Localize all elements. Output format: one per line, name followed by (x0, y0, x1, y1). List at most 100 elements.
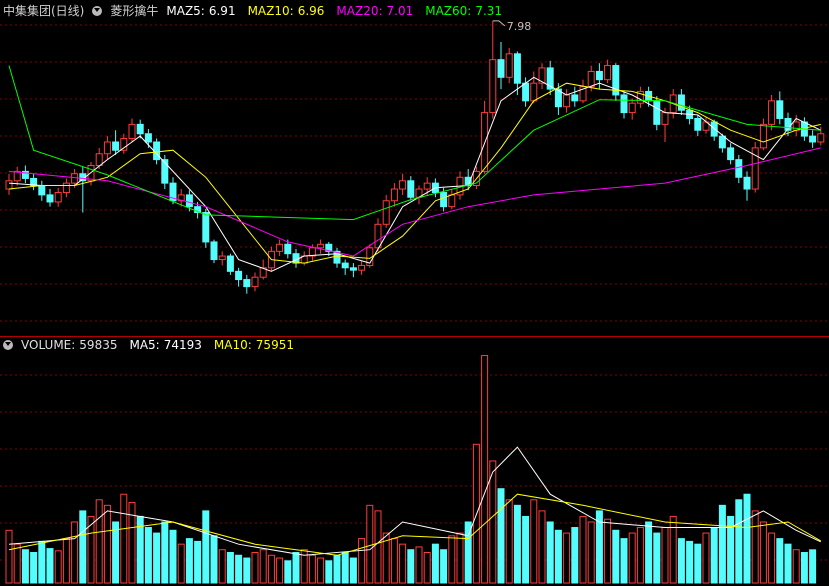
volume-bar (210, 535, 218, 584)
candle-body (21, 170, 29, 179)
indicator-name[interactable]: 菱形擒牛 (110, 4, 159, 18)
volume-bar (579, 515, 587, 584)
legend-entry: MA10: 75951 (214, 338, 298, 352)
candle-body (251, 276, 259, 288)
volume-bar (267, 554, 275, 584)
volume-bar (284, 560, 292, 584)
menu-icon[interactable] (92, 5, 103, 16)
candle-body (390, 188, 398, 202)
volume-bar (620, 538, 628, 584)
candle-body (226, 255, 234, 272)
legend-label: MA10: (213, 338, 252, 352)
volume-bar (710, 527, 718, 584)
volume-bar (243, 557, 251, 584)
candle-body (284, 243, 292, 255)
ma-line (8, 147, 821, 257)
candle-body (530, 82, 538, 102)
volume-bar (595, 510, 603, 584)
volume-bar (604, 518, 612, 584)
candle-body (382, 200, 390, 225)
candle-body (325, 243, 333, 252)
candle-body (817, 133, 825, 143)
candle-body (235, 270, 243, 281)
volume-bar (374, 510, 382, 584)
candle-body (210, 241, 218, 261)
ma-line (8, 76, 822, 272)
volume-bar (251, 551, 259, 584)
volume-bar (522, 515, 530, 584)
volume-bar (128, 502, 136, 584)
candle-body (30, 177, 38, 186)
legend-entry: MAZ60: 7.31 (425, 4, 506, 18)
volume-bar (103, 504, 111, 584)
volume-bar (423, 551, 431, 584)
candle-body (440, 192, 448, 208)
legend: MA5: 74193 MA10: 75951 (129, 338, 298, 352)
volume-bar (177, 543, 185, 584)
legend-label: MAZ60: (425, 3, 472, 18)
volume-bar (259, 549, 267, 584)
candle-body (538, 67, 546, 84)
candle-body (579, 86, 587, 102)
candle-body (103, 141, 111, 155)
candle-body (743, 176, 751, 190)
legend-value: 7.01 (386, 3, 414, 18)
volume-bar (292, 551, 300, 584)
candle-body (489, 59, 497, 114)
candle-body (546, 67, 554, 90)
volume-bar (194, 540, 202, 584)
candle-body (120, 137, 128, 151)
volume-bar (768, 532, 776, 584)
candle-body (62, 182, 70, 194)
candle-body (620, 94, 628, 114)
volume-legend: VOLUME: 59835 (21, 338, 121, 352)
volume-bar (185, 538, 193, 584)
volume-bar (333, 554, 341, 584)
menu-icon[interactable] (3, 340, 13, 350)
volume-bar (153, 532, 161, 584)
volume-bar (120, 493, 128, 584)
volume-bar (759, 521, 767, 584)
legend-value: 74193 (163, 338, 202, 352)
volume-bar (686, 540, 694, 584)
candle-body (423, 182, 431, 190)
annotation-label: 7.98 (507, 20, 532, 33)
volume-bar (481, 355, 489, 584)
volume-bar (5, 529, 13, 584)
candle-body (497, 59, 505, 78)
candle-body (809, 135, 817, 143)
candle-body (169, 182, 177, 202)
candle-body (407, 180, 415, 198)
price-header: 中集集团(日线) 菱形擒牛 MAZ5: 6.91 MAZ10: 6.96 MAZ20: 7… (3, 2, 506, 19)
volume-bar (743, 493, 751, 584)
volume-bar (792, 549, 800, 584)
volume-bar (38, 540, 46, 584)
volume-bar (661, 527, 669, 584)
volume-bar (571, 527, 579, 584)
legend-label: MAZ10: (247, 3, 294, 18)
volume-bar (144, 527, 152, 584)
candle-body (333, 250, 341, 264)
volume-bar (546, 521, 554, 584)
volume-label: VOLUME: (21, 338, 76, 352)
candle-body (759, 123, 767, 149)
candle-body (308, 247, 316, 257)
volume-bar (727, 515, 735, 584)
volume-bar (464, 521, 472, 584)
candle-body (341, 262, 349, 269)
candle-body (792, 121, 800, 131)
candle-body (95, 153, 103, 167)
candle-body (177, 194, 185, 202)
volume-bar (530, 499, 538, 584)
candle-body (349, 267, 357, 271)
candle-body (735, 159, 743, 178)
candle-body (661, 112, 669, 125)
candle-body (136, 123, 144, 135)
volume-bar (407, 549, 415, 584)
volume-header: VOLUME: 59835 MA5: 74193 MA10: 75951 (3, 338, 298, 352)
volume-bar (308, 554, 316, 584)
candle-body (604, 65, 612, 81)
volume-bar (718, 504, 726, 584)
candle-body (46, 194, 54, 203)
